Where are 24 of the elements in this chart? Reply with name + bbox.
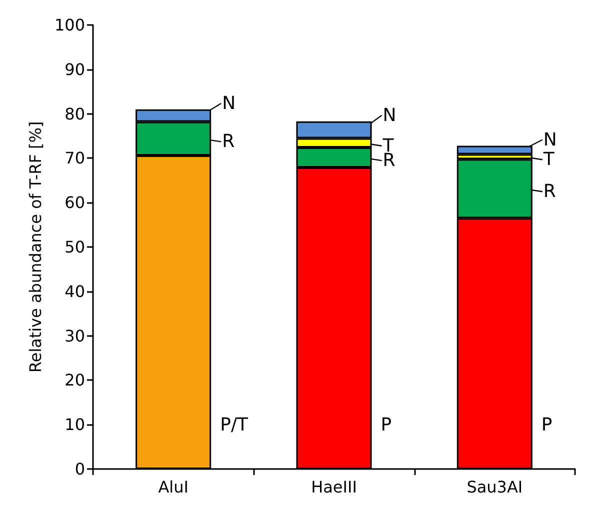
y-tick-label: 0: [74, 460, 85, 478]
annotation: T: [542, 149, 556, 170]
y-tick-label: 30: [64, 326, 85, 346]
y-tick-label: 60: [64, 193, 85, 212]
annotation: P: [541, 414, 552, 436]
annotation: N: [382, 104, 396, 126]
y-tick-label: 70: [64, 148, 85, 168]
y-tick-label: 90: [64, 60, 85, 79]
annotation: N: [222, 92, 236, 114]
y-tick-label: 100: [54, 16, 85, 34]
y-tick-label: 40: [64, 282, 85, 301]
y-tick-label: 80: [64, 104, 85, 124]
y-tick-label: 50: [64, 238, 85, 256]
annotation: N: [543, 129, 557, 150]
x-tick-label: Sau3AI: [466, 478, 523, 496]
y-tick-label: 20: [64, 370, 85, 390]
y-axis-title: Relative abundance of T-RF [%]: [26, 121, 46, 373]
annotation: R: [222, 131, 235, 152]
annotation: P/T: [220, 414, 250, 436]
annotation: P: [380, 414, 392, 436]
annotation: R: [543, 181, 556, 202]
x-tick-label: HaeIII: [311, 478, 357, 496]
x-tick-label: AluI: [158, 478, 188, 496]
y-tick-label: 10: [64, 415, 85, 434]
